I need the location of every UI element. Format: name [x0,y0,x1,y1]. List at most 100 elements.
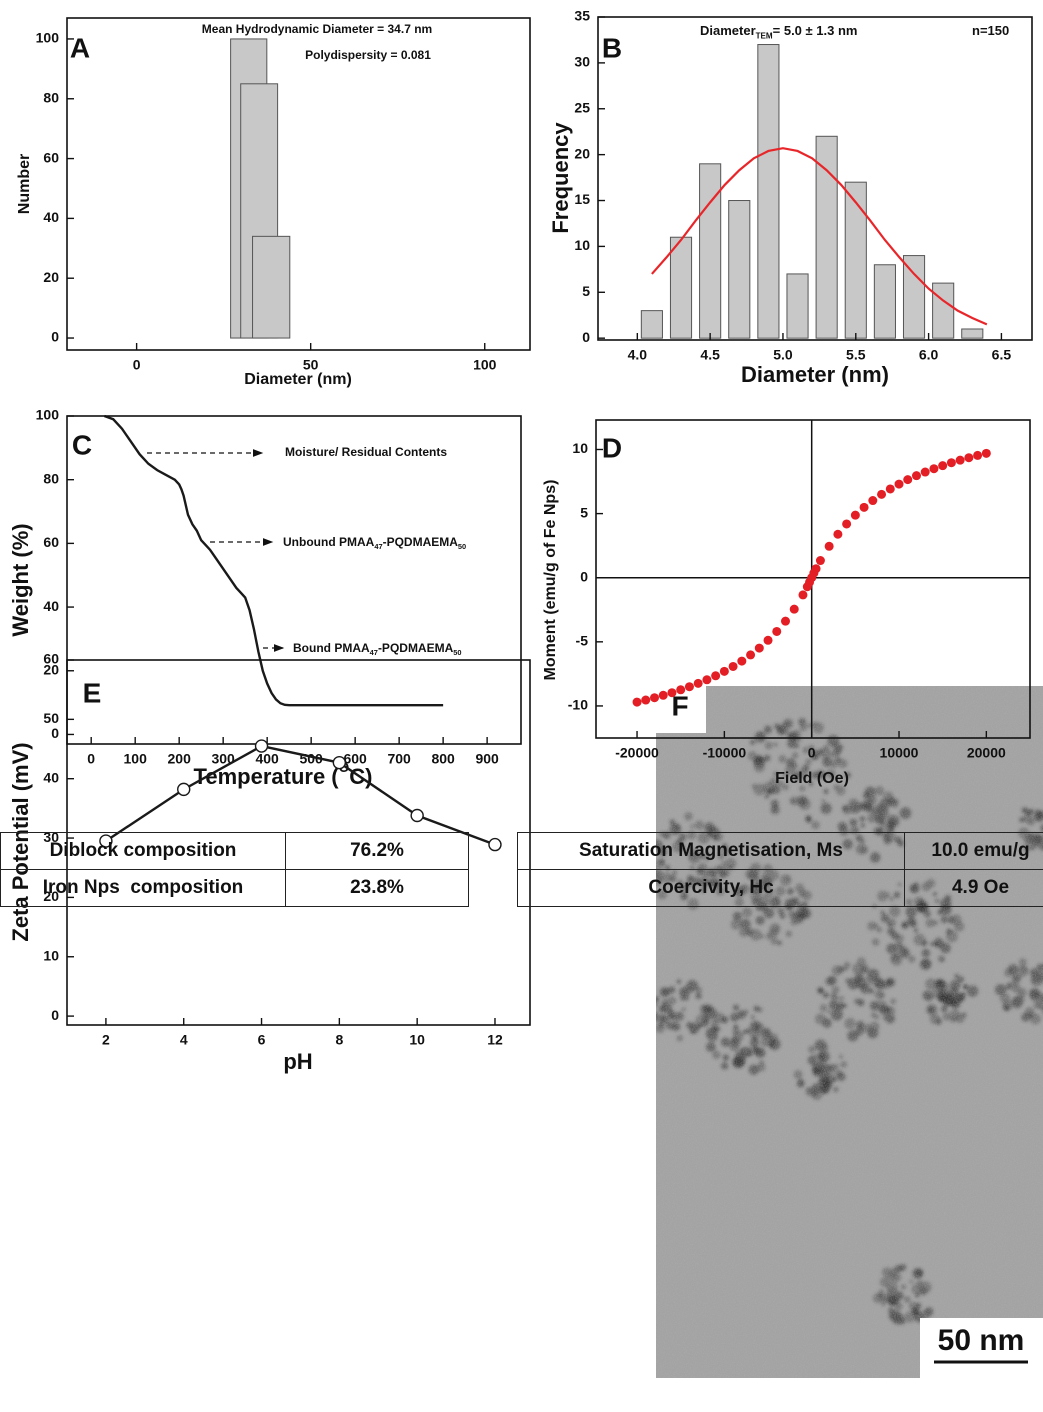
annotation-part: Unbound PMAA [283,535,375,549]
panel-label: A [70,32,90,63]
point [815,556,825,566]
y-tick-label: 15 [574,191,590,207]
x-tick-label: 2 [102,1032,110,1048]
x-tick-label: 0 [133,357,141,373]
y-tick-label: 60 [43,534,59,550]
panel-label: E [83,677,102,708]
y-tick-label: 5 [582,283,590,299]
x-tick-label: 12 [487,1032,503,1048]
point [833,529,843,539]
y-tick-label: 0 [51,1007,59,1023]
bar [932,282,955,339]
point [693,678,703,688]
y-tick-label: 25 [574,99,590,115]
y-tick-label: 10 [43,947,59,963]
bar [961,328,984,339]
annotation-part: Mean Hydrodynamic Diameter = 34.7 nm [202,22,432,36]
plot-frame [597,16,1033,341]
table-cell: Diblock composition [0,832,286,870]
arrows [147,449,285,652]
x-axis-label-part: Temperature ( [194,764,340,789]
point [911,471,921,481]
x-tick-label: 4 [180,1032,188,1048]
annotation-part: Diameter [700,23,756,38]
point [650,693,660,703]
annotation: Polydispersity = 0.081 [305,48,431,62]
y-tick-label: 0 [582,329,590,345]
point [859,502,869,512]
y-tick-label: 0 [51,329,59,345]
x-tick-label: 10000 [880,745,919,761]
table-cell: 10.0 emu/g [904,832,1043,870]
y-axis-label: Moment (emu/g of Fe Nps) [542,480,559,681]
point [780,616,790,626]
x-tick-label: 0 [808,745,816,761]
point [964,453,974,463]
annotation: n=150 [972,23,1009,38]
point [632,697,642,707]
point [488,837,502,852]
annotation-part: Polydispersity = 0.081 [305,48,431,62]
x-tick-label: 8 [335,1032,343,1048]
y-tick-label: 40 [43,598,59,614]
chart-0: 0 50 100 0 20 40 60 80 100 A [36,17,531,373]
point [254,739,269,753]
point [772,626,782,636]
x-tick-label: 200 [168,751,192,767]
point [981,448,991,458]
table-cell: Saturation Magnetisation, Ms [517,832,905,870]
bar [844,181,867,339]
scale-bar-box [920,1318,1043,1378]
point [332,755,347,770]
point [824,541,834,551]
point [877,489,887,499]
y-tick-label: 20 [43,269,59,285]
plot-frame [595,419,1031,739]
y-tick-label: 100 [36,30,60,46]
bar [669,236,693,339]
y-tick-label: -5 [576,633,589,649]
chart-1: 4.0 4.5 5.0 5.5 6.0 6.5 0 5 10 15 20 25 30 35 B [574,8,1033,363]
point [641,695,651,705]
x-axis-label: Field (Oe) [775,770,849,787]
table-row: Diblock composition 76.2% [0,832,469,870]
table-cell: 23.8% [285,869,469,907]
y-tick-label: 40 [43,209,59,225]
annotation-part: -PQDMAEMA [378,641,454,655]
table-cell: 4.9 Oe [904,869,1043,907]
x-tick-label: 100 [473,357,497,373]
point [798,590,808,600]
point [894,479,904,489]
point [903,475,913,485]
y-tick-label: 40 [43,769,59,785]
table-cell: Coercivity, Hc [517,869,905,907]
bar [815,135,838,339]
point [676,685,686,695]
plot-frame [66,415,522,745]
bar [252,235,291,339]
x-tick-label: 6.0 [919,347,939,363]
point [658,690,668,700]
x-tick-label: 4.0 [628,347,648,363]
point [946,458,956,468]
y-tick-label: 60 [43,651,59,667]
y-tick-label: 60 [43,149,59,165]
y-tick-label: 20 [43,661,59,677]
x-axis-label: pH [283,1049,312,1074]
point [973,450,983,460]
point [763,635,773,645]
point [410,808,424,823]
x-tick-label: 5.5 [846,347,866,363]
chart-3: -20000 -10000 0 10000 20000 -10 -5 0 5 10 D [568,419,1031,761]
annotation-part: Moisture/ Residual Contents [285,445,447,459]
annotation-part: Bound PMAA [293,641,370,655]
x-axis-label: Diameter (nm) [244,371,352,388]
x-tick-label: 300 [211,751,235,767]
y-tick-label: 80 [43,470,59,486]
bar [699,163,722,339]
bar [786,273,809,339]
table-cell: 76.2% [285,832,469,870]
y-tick-label: 0 [580,568,588,584]
annotation-part: 50 [453,648,461,657]
